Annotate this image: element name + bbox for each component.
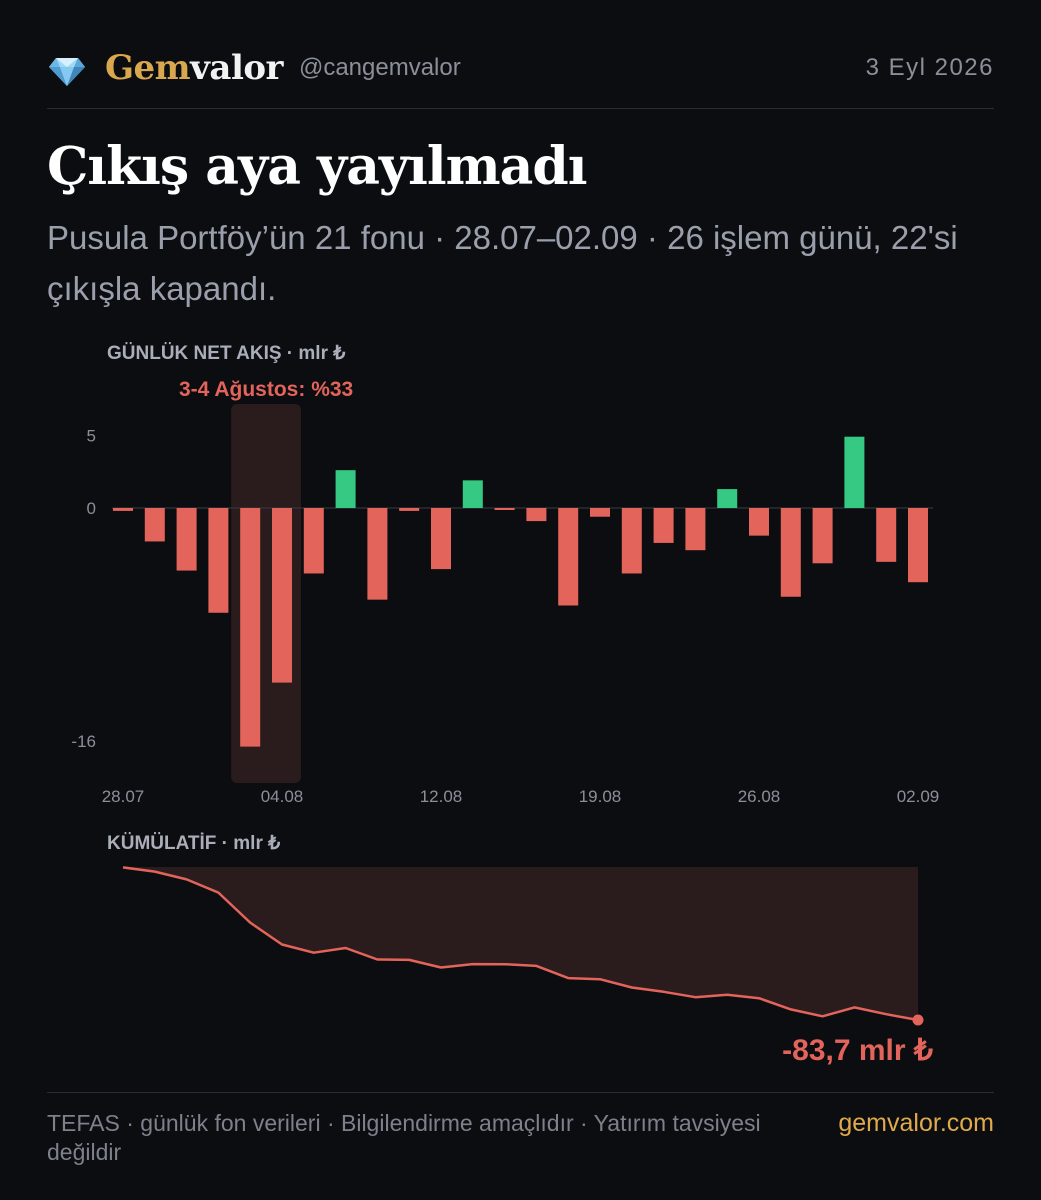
x-tick-label: 28.07 (102, 787, 145, 806)
bar-5 (272, 508, 292, 683)
bar-18 (685, 508, 706, 551)
bar-24 (876, 508, 897, 562)
page-subtitle: Pusula Portföy’ün 21 fonu · 28.07–02.09 … (47, 219, 958, 307)
page-title: Çıkış aya yayılmadı (47, 136, 587, 197)
bar-12 (494, 508, 515, 510)
brand-name: Gemvalor (105, 48, 283, 88)
bar-8 (367, 508, 388, 600)
y-tick-label: 5 (87, 426, 96, 445)
bar-14 (558, 508, 579, 606)
x-tick-label: 19.08 (579, 787, 622, 806)
charts-canvas: GÜNLÜK NET AKIŞ · mlr ₺ 3-4 Ağustos: %33 5… (71, 343, 940, 1067)
x-tick-label: 12.08 (420, 787, 463, 806)
cumulative-line (122, 866, 919, 1022)
account-handle: @cangemvalor (298, 54, 461, 81)
bar-3 (208, 508, 229, 613)
y-tick-label: -16 (71, 732, 96, 751)
cumulative-area (123, 867, 918, 1020)
bar-17 (653, 508, 674, 543)
highlight-annotation: 3-4 Ağustos: %33 (179, 378, 353, 401)
bar-4 (240, 508, 261, 747)
bar-25 (908, 508, 928, 583)
x-tick-label: 26.08 (738, 787, 781, 806)
bar-10 (431, 508, 451, 570)
y-tick-label: 0 (87, 499, 96, 518)
header: Gemvalor @cangemvalor 3 Eyl 2026 (47, 40, 994, 109)
post-date: 3 Eyl 2026 (865, 54, 994, 81)
bar-16 (621, 508, 642, 574)
bar-chart-title: GÜNLÜK NET AKIŞ · mlr ₺ (107, 343, 345, 364)
bar-22 (812, 508, 833, 564)
bar-2 (176, 508, 197, 571)
bar-1 (144, 508, 165, 542)
disclaimer-text: TEFAS · günlük fon verileri · Bilgilendi… (47, 1110, 761, 1165)
bar-15 (590, 508, 610, 517)
bar-9 (399, 508, 420, 511)
gem-icon (49, 58, 85, 86)
x-tick-label: 04.08 (261, 787, 304, 806)
end-value-label: -83,7 mlr ₺ (782, 1034, 933, 1067)
area-chart-title: KÜMÜLATİF · mlr ₺ (107, 833, 280, 854)
bar-23 (844, 436, 865, 508)
bar-7 (335, 470, 356, 508)
site-link[interactable]: gemvalor.com (838, 1109, 994, 1137)
bar-21 (780, 508, 801, 597)
x-tick-label: 02.09 (897, 787, 940, 806)
bar-0 (113, 508, 133, 511)
bar-13 (526, 508, 547, 522)
footer: TEFAS · günlük fon verileri · Bilgilendi… (47, 1092, 994, 1167)
bar-20 (749, 508, 769, 536)
bar-6 (303, 508, 324, 574)
bar-11 (462, 480, 483, 508)
end-point (912, 1014, 924, 1026)
bar-19 (717, 489, 738, 508)
